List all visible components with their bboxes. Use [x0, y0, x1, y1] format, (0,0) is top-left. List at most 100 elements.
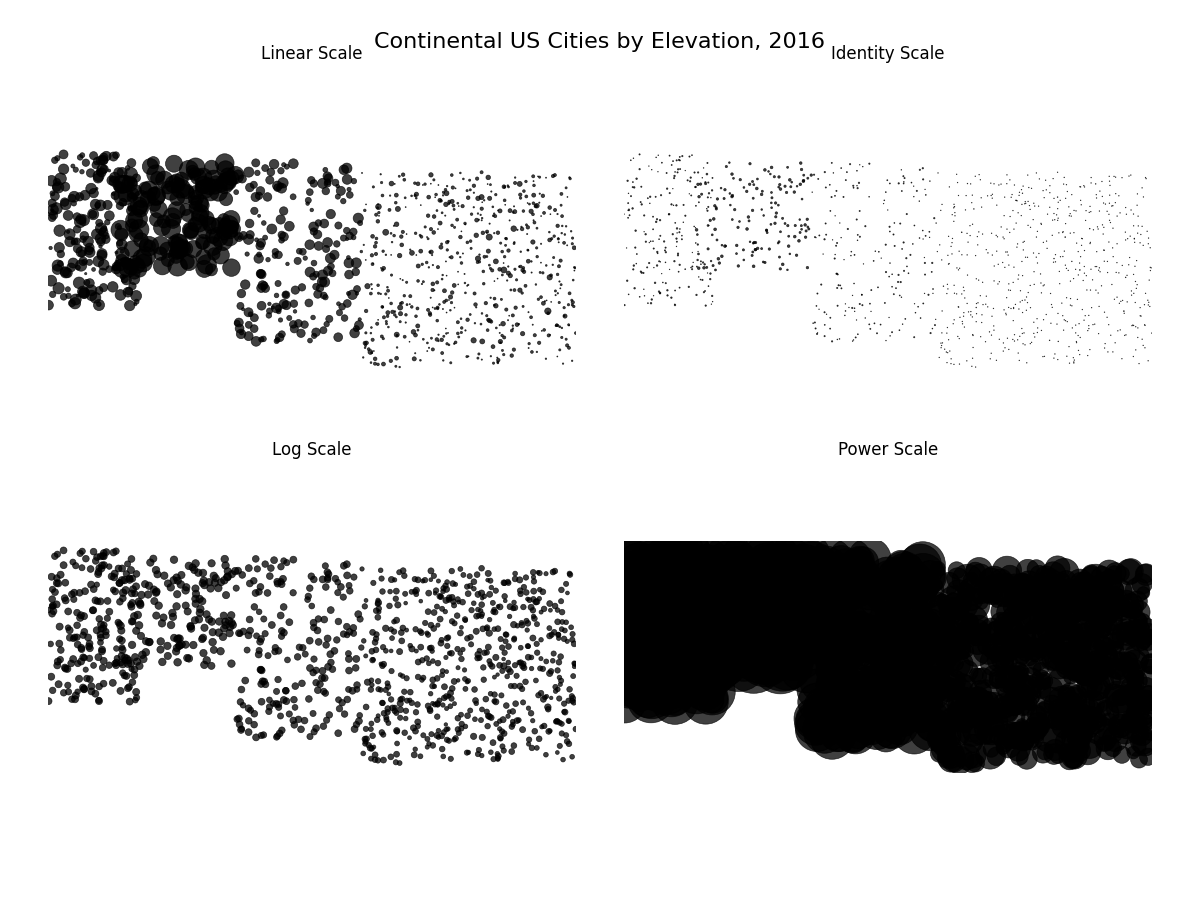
- Point: [882, 721, 901, 735]
- Point: [1025, 199, 1044, 213]
- Point: [815, 328, 834, 343]
- Point: [354, 634, 373, 648]
- Point: [127, 624, 146, 638]
- Point: [816, 624, 835, 638]
- Point: [110, 180, 130, 194]
- Point: [1040, 596, 1060, 610]
- Point: [565, 656, 584, 670]
- Point: [478, 224, 497, 238]
- Point: [996, 340, 1015, 355]
- Point: [658, 680, 677, 694]
- Point: [97, 215, 116, 230]
- Point: [686, 684, 706, 698]
- Point: [431, 194, 450, 208]
- Point: [859, 713, 878, 727]
- Point: [464, 333, 484, 347]
- Point: [1056, 191, 1075, 205]
- Point: [760, 638, 779, 652]
- Point: [252, 281, 271, 295]
- Point: [350, 708, 370, 723]
- Point: [444, 202, 463, 217]
- Point: [944, 597, 964, 611]
- Point: [94, 549, 113, 563]
- Point: [894, 235, 913, 249]
- Point: [660, 544, 679, 559]
- Point: [676, 605, 695, 619]
- Point: [770, 573, 790, 588]
- Point: [1015, 234, 1034, 248]
- Point: [670, 677, 689, 691]
- Point: [995, 656, 1014, 670]
- Point: [199, 612, 218, 626]
- Point: [754, 604, 773, 618]
- Point: [497, 627, 516, 642]
- Point: [1140, 669, 1159, 683]
- Point: [1105, 195, 1124, 210]
- Point: [1068, 641, 1087, 655]
- Point: [487, 320, 506, 335]
- Point: [691, 573, 710, 588]
- Point: [349, 211, 368, 225]
- Point: [1008, 742, 1027, 756]
- Point: [758, 164, 778, 178]
- Point: [968, 238, 988, 252]
- Point: [762, 160, 781, 175]
- Point: [796, 626, 815, 641]
- Point: [808, 722, 827, 736]
- Point: [475, 249, 494, 264]
- Point: [337, 232, 356, 247]
- Point: [1020, 598, 1039, 613]
- Point: [953, 248, 972, 262]
- Point: [516, 175, 535, 189]
- Point: [502, 348, 521, 363]
- Point: [656, 256, 676, 270]
- Point: [1013, 186, 1032, 201]
- Point: [445, 337, 464, 351]
- Point: [762, 581, 781, 596]
- Point: [559, 298, 578, 312]
- Point: [461, 183, 480, 197]
- Point: [884, 683, 904, 698]
- Point: [994, 732, 1013, 746]
- Point: [791, 177, 810, 192]
- Point: [1001, 569, 1020, 583]
- Point: [935, 738, 954, 752]
- Point: [1044, 351, 1063, 365]
- Point: [761, 217, 780, 231]
- Point: [1080, 595, 1099, 609]
- Point: [941, 752, 960, 767]
- Point: [462, 637, 481, 652]
- Point: [491, 632, 510, 646]
- Point: [50, 619, 70, 634]
- Point: [964, 340, 983, 355]
- Point: [910, 590, 929, 604]
- Point: [847, 560, 866, 574]
- Point: [448, 246, 467, 260]
- Point: [546, 715, 565, 729]
- Point: [386, 591, 406, 606]
- Point: [211, 179, 230, 194]
- Point: [524, 188, 544, 202]
- Point: [815, 165, 834, 179]
- Point: [1034, 674, 1054, 688]
- Point: [558, 238, 577, 253]
- Point: [436, 183, 455, 197]
- Point: [844, 178, 863, 193]
- Point: [792, 588, 811, 602]
- Point: [1108, 290, 1127, 304]
- Point: [488, 356, 508, 370]
- Point: [115, 653, 134, 668]
- Point: [271, 709, 290, 724]
- Point: [284, 717, 304, 732]
- Point: [671, 221, 690, 236]
- Point: [313, 663, 332, 678]
- Point: [1027, 325, 1046, 339]
- Point: [68, 241, 88, 256]
- Point: [97, 544, 116, 559]
- Point: [176, 580, 196, 594]
- Point: [278, 256, 298, 271]
- Point: [391, 296, 410, 310]
- Point: [457, 184, 476, 198]
- Point: [487, 746, 506, 760]
- Point: [258, 586, 277, 600]
